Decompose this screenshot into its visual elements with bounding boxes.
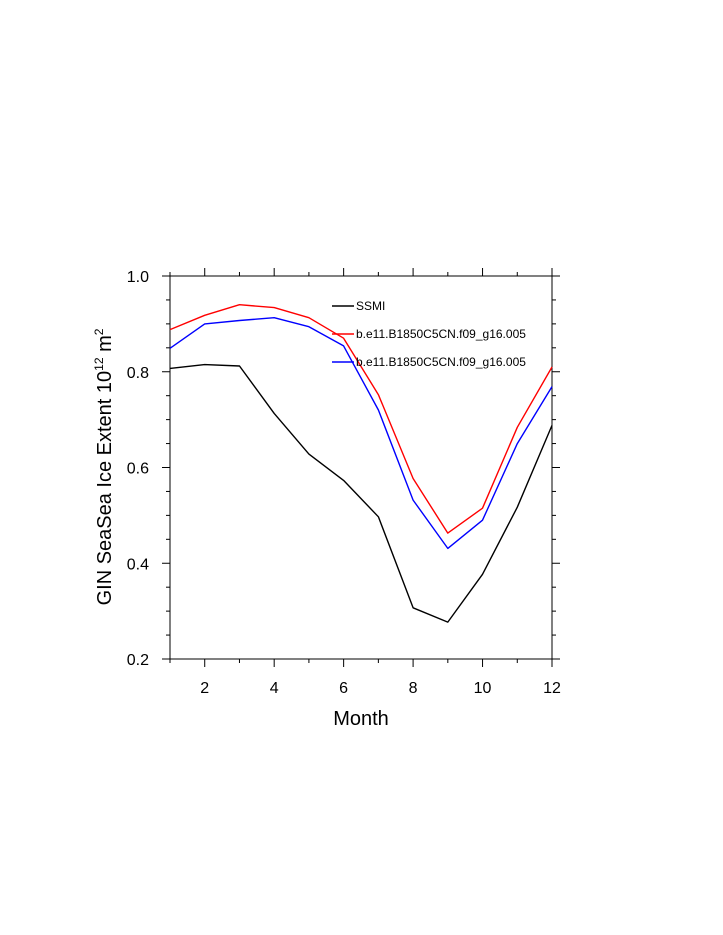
x-tick-label: 12 <box>543 680 561 697</box>
y-tick-label: 0.6 <box>127 461 149 478</box>
series-line-2 <box>169 304 553 534</box>
x-tick-label: 4 <box>270 680 279 697</box>
x-axis-label: Month <box>333 708 389 730</box>
legend-label-2: b.e11.B1850C5CN.f09_g16.005 <box>356 327 526 341</box>
legend-label-3: b.e11.B1850C5CN.f09_g16.005 <box>356 355 526 369</box>
x-tick-labels: 2 4 6 8 10 12 <box>200 680 561 697</box>
y-tick-label: 0.4 <box>127 556 149 573</box>
series-lines <box>169 304 553 623</box>
x-tick-label: 2 <box>200 680 209 697</box>
series-line-1 <box>169 363 553 623</box>
x-tick-label: 8 <box>409 680 418 697</box>
y-tick-label: 1.0 <box>127 269 149 286</box>
series-line-3 <box>169 317 553 550</box>
y-axis-label-exp: 12 <box>92 357 106 371</box>
legend: SSMI b.e11.B1850C5CN.f09_g16.005 b.e11.B18… <box>332 299 526 369</box>
y-axis-label: GIN SeaSea Ice Extent 1012 m2 <box>92 328 116 605</box>
y-tick-label: 0.2 <box>127 652 149 669</box>
x-tick-label: 6 <box>339 680 348 697</box>
y-tick-labels: 0.2 0.4 0.6 0.8 1.0 <box>127 269 149 669</box>
legend-label-1: SSMI <box>356 299 385 313</box>
x-tick-label: 10 <box>474 680 492 697</box>
minor-ticks <box>166 272 556 663</box>
major-ticks <box>162 268 560 667</box>
y-axis-label-unit: m <box>94 335 116 357</box>
y-tick-label: 0.8 <box>127 365 149 382</box>
y-axis-label-unit-exp: 2 <box>92 328 106 335</box>
y-axis-label-main: GIN SeaSea Ice Extent 10 <box>94 371 116 606</box>
